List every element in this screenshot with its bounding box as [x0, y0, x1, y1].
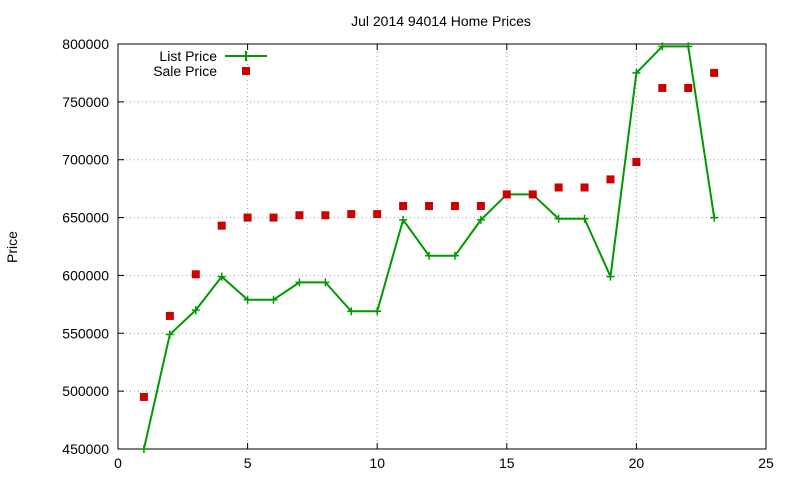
data-point-sale-price	[191, 270, 200, 279]
data-point-sale-price	[528, 190, 537, 199]
legend-label-sale-price: Sale Price	[153, 63, 217, 79]
data-point-list-price	[217, 272, 226, 281]
y-axis-tick-labels: 450000 500000 550000 600000 650000 700000 7500…	[62, 36, 109, 457]
data-point-list-price	[710, 213, 719, 222]
data-point-sale-price	[554, 183, 563, 192]
x-axis-tick-labels: 0 5 10 15 20 25	[114, 455, 774, 471]
y-tick-label: 500000	[62, 383, 109, 399]
data-point-list-price	[606, 272, 615, 281]
data-point-sale-price	[347, 210, 356, 219]
data-point-list-price	[658, 42, 667, 51]
data-point-list-price	[269, 295, 278, 304]
data-point-sale-price	[632, 158, 641, 167]
y-tick-label: 450000	[62, 441, 109, 457]
data-point-sale-price	[476, 202, 485, 210]
y-axis-label: Price	[4, 231, 20, 263]
x-tick-label: 20	[629, 455, 645, 471]
data-point-sale-price	[684, 83, 693, 92]
y-tick-label: 550000	[62, 325, 109, 341]
data-point-list-price	[425, 251, 434, 260]
legend-label-list-price: List Price	[159, 48, 217, 64]
legend-marker-sale-price	[242, 67, 250, 75]
data-point-sale-price	[425, 202, 434, 210]
data-point-list-price	[476, 215, 485, 224]
data-point-list-price	[373, 307, 382, 316]
data-point-sale-price	[502, 190, 511, 199]
axis-ticks	[117, 43, 767, 450]
y-tick-label: 800000	[62, 36, 109, 52]
y-tick-label: 600000	[62, 267, 109, 283]
data-point-list-price	[139, 445, 148, 453]
grid-lines	[118, 44, 766, 449]
data-point-sale-price	[295, 211, 304, 220]
chart-title: Jul 2014 94014 Home Prices	[351, 13, 531, 29]
data-point-sale-price	[580, 183, 589, 192]
data-point-sale-price	[217, 221, 226, 230]
y-tick-label: 750000	[62, 94, 109, 110]
data-point-sale-price	[658, 83, 667, 92]
series-list-price	[139, 42, 719, 453]
y-tick-label: 700000	[62, 152, 109, 168]
legend: List Price Sale Price	[153, 48, 267, 79]
data-point-list-price	[684, 42, 693, 51]
data-point-list-price	[450, 251, 459, 260]
data-point-sale-price	[710, 68, 719, 77]
data-point-sale-price	[165, 311, 174, 320]
x-tick-label: 25	[758, 455, 774, 471]
data-point-list-price	[243, 295, 252, 304]
data-point-sale-price	[450, 202, 459, 210]
data-point-list-price	[191, 306, 200, 315]
data-point-sale-price	[243, 213, 252, 222]
plot-frame	[117, 43, 767, 450]
x-tick-label: 5	[244, 455, 252, 471]
data-point-list-price	[321, 278, 330, 287]
series-line-list-price	[142, 45, 716, 450]
x-tick-label: 0	[114, 455, 122, 471]
data-point-list-price	[554, 214, 563, 223]
data-point-sale-price	[606, 175, 615, 184]
data-point-sale-price	[399, 202, 408, 210]
data-point-list-price	[295, 278, 304, 287]
data-point-list-price	[165, 330, 174, 339]
series-sale-price	[139, 68, 719, 401]
y-tick-label: 650000	[62, 210, 109, 226]
data-point-list-price	[399, 215, 408, 224]
data-point-sale-price	[321, 211, 330, 220]
x-tick-label: 15	[499, 455, 515, 471]
data-point-list-price	[632, 68, 641, 77]
data-point-sale-price	[373, 210, 382, 219]
data-point-sale-price	[269, 213, 278, 222]
legend-marker-list-price	[241, 51, 251, 61]
data-point-sale-price	[139, 392, 148, 401]
series-layer	[139, 42, 719, 453]
data-point-list-price	[347, 307, 356, 316]
data-point-list-price	[580, 214, 589, 223]
x-tick-label: 10	[369, 455, 385, 471]
